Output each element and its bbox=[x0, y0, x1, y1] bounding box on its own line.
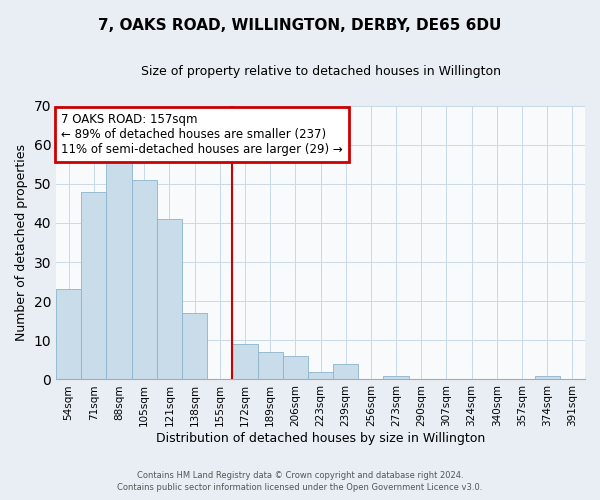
Title: Size of property relative to detached houses in Willington: Size of property relative to detached ho… bbox=[140, 65, 500, 78]
Bar bbox=[257, 352, 283, 380]
Bar bbox=[383, 376, 409, 380]
Bar bbox=[81, 192, 106, 380]
Bar bbox=[131, 180, 157, 380]
Text: 7, OAKS ROAD, WILLINGTON, DERBY, DE65 6DU: 7, OAKS ROAD, WILLINGTON, DERBY, DE65 6D… bbox=[98, 18, 502, 32]
Bar bbox=[56, 290, 81, 380]
Bar bbox=[283, 356, 308, 380]
Y-axis label: Number of detached properties: Number of detached properties bbox=[15, 144, 28, 341]
Bar bbox=[232, 344, 257, 380]
Text: Contains HM Land Registry data © Crown copyright and database right 2024.
Contai: Contains HM Land Registry data © Crown c… bbox=[118, 471, 482, 492]
Bar bbox=[106, 156, 131, 380]
Bar bbox=[535, 376, 560, 380]
Bar bbox=[182, 313, 207, 380]
Text: 7 OAKS ROAD: 157sqm
← 89% of detached houses are smaller (237)
11% of semi-detac: 7 OAKS ROAD: 157sqm ← 89% of detached ho… bbox=[61, 114, 343, 156]
Bar bbox=[157, 219, 182, 380]
Bar bbox=[333, 364, 358, 380]
X-axis label: Distribution of detached houses by size in Willington: Distribution of detached houses by size … bbox=[156, 432, 485, 445]
Bar bbox=[308, 372, 333, 380]
